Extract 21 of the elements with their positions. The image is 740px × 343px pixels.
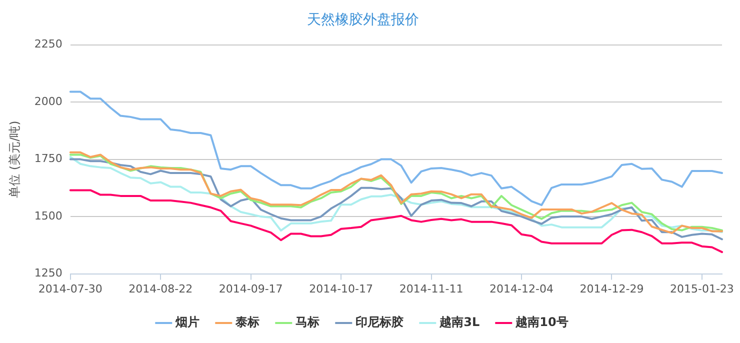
x-tick-label: 2014-07-30: [38, 282, 102, 296]
legend-label: 印尼标胶: [356, 315, 404, 330]
y-tick-label: 1250: [34, 266, 62, 280]
y-tick-label: 2250: [34, 38, 62, 51]
legend-label: 烟片: [174, 315, 200, 330]
legend-label: 越南10号: [514, 315, 568, 330]
x-tick-label: 2014-08-22: [128, 282, 193, 296]
x-tick-label: 2014-12-04: [490, 282, 554, 296]
y-axis-title: 单位 (美元/吨): [7, 120, 22, 198]
legend-label: 马标: [296, 315, 320, 330]
x-tick-label: 2014-09-17: [218, 282, 283, 296]
y-tick-label: 2000: [34, 94, 62, 108]
y-tick-label: 1750: [34, 152, 62, 166]
legend-label: 越南3L: [438, 315, 480, 330]
chart-title: 天然橡胶外盘报价: [307, 12, 419, 28]
legend-label: 泰标: [234, 315, 260, 330]
x-tick-label: 2014-12-29: [580, 282, 644, 296]
x-tick-label: 2015-01-23: [670, 282, 734, 296]
x-tick-label: 2014-10-17: [309, 282, 374, 296]
y-tick-label: 1500: [34, 209, 62, 222]
x-tick-label: 2014-11-11: [399, 282, 464, 296]
